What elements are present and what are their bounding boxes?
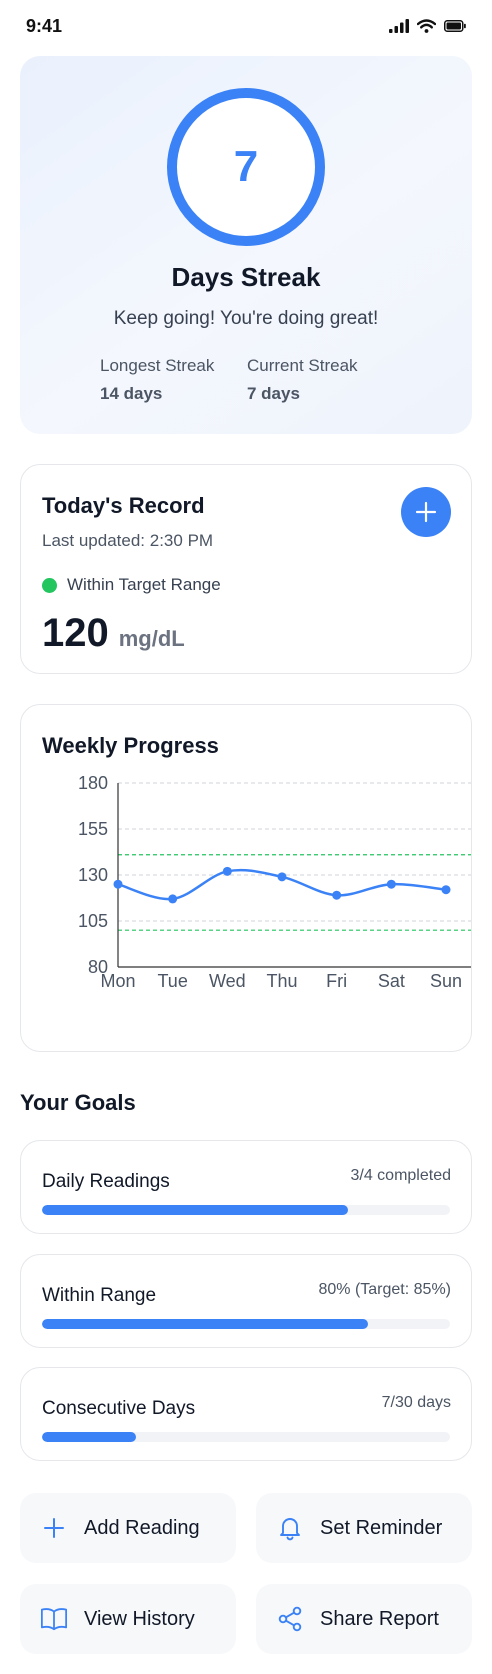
y-tick-label: 155: [78, 819, 108, 839]
longest-streak: Longest Streak 14 days: [100, 356, 214, 404]
bell-icon: [276, 1514, 304, 1542]
goal-title: Consecutive Days: [42, 1398, 196, 1419]
x-tick-label: Sun: [430, 971, 462, 991]
view-history-label: View History: [84, 1607, 195, 1630]
share-report-button[interactable]: Share Report: [256, 1584, 472, 1654]
current-streak: Current Streak 7 days: [247, 356, 358, 404]
status-time: 9:41: [26, 16, 63, 36]
share-icon: [276, 1605, 304, 1633]
current-streak-value: 7 days: [247, 384, 300, 403]
goal-meta: 3/4 completed: [350, 1167, 451, 1184]
set-reminder-label: Set Reminder: [320, 1516, 443, 1539]
data-point: [277, 872, 287, 882]
data-point: [113, 879, 123, 889]
book-icon: [40, 1605, 68, 1633]
add-reading-button[interactable]: Add Reading: [20, 1493, 236, 1563]
current-streak-label: Current Streak: [247, 356, 358, 375]
goal-progress-track: [42, 1319, 450, 1329]
view-history-button[interactable]: View History: [20, 1584, 236, 1654]
goal-progress-fill: [42, 1432, 136, 1442]
longest-streak-value: 14 days: [100, 384, 163, 403]
goal-progress-track: [42, 1205, 450, 1215]
goals-heading: Your Goals: [20, 1090, 136, 1115]
share-report-label: Share Report: [320, 1607, 439, 1630]
goal-within-range: Within Range 80% (Target: 85%): [20, 1254, 472, 1348]
wifi-icon: [417, 19, 436, 33]
plus-icon: [415, 501, 437, 523]
streak-title: Days Streak: [171, 262, 321, 292]
goal-progress-fill: [42, 1319, 369, 1329]
goal-consecutive-days: Consecutive Days 7/30 days: [20, 1367, 472, 1461]
x-tick-label: Wed: [209, 971, 246, 991]
streak-subtitle: Keep going! You're doing great!: [113, 308, 379, 329]
set-reminder-button[interactable]: Set Reminder: [256, 1493, 472, 1563]
x-tick-label: Tue: [157, 971, 187, 991]
signal-icon: [389, 19, 409, 33]
plus-icon: [40, 1514, 68, 1542]
record-status: Within Target Range: [42, 575, 221, 595]
data-point: [168, 894, 178, 904]
streak-count: 7: [233, 142, 259, 191]
x-tick-label: Fri: [326, 971, 347, 991]
status-dot-icon: [42, 577, 57, 593]
goal-progress-track: [42, 1432, 450, 1442]
goal-meta: 80% (Target: 85%): [318, 1281, 451, 1298]
y-tick-label: 180: [78, 773, 108, 793]
record-value-number: 120: [42, 611, 109, 655]
weekly-progress-card: Weekly Progress 180 155 130 105 80 Mon Tue Wed T…: [20, 704, 472, 1052]
add-reading-label: Add Reading: [84, 1516, 200, 1539]
data-point: [441, 885, 451, 895]
status-bar: 9:41: [0, 0, 492, 54]
record-last-updated: Last updated: 2:30 PM: [42, 531, 214, 550]
streak-card: 7 Days Streak Keep going! You're doing g…: [20, 56, 472, 434]
record-value-unit: mg/dL: [118, 626, 185, 651]
goal-meta: 7/30 days: [381, 1394, 451, 1411]
weekly-progress-title: Weekly Progress: [42, 733, 219, 758]
record-status-label: Within Target Range: [67, 575, 221, 594]
y-tick-label: 105: [78, 911, 108, 931]
battery-icon: [444, 20, 466, 32]
goal-title: Within Range: [42, 1285, 157, 1306]
y-tick-label: 80: [88, 957, 108, 977]
goal-title: Daily Readings: [42, 1171, 170, 1192]
data-point: [222, 866, 232, 876]
todays-record-card: Today's Record Last updated: 2:30 PM Wit…: [20, 464, 472, 674]
record-title: Today's Record: [42, 493, 205, 518]
status-icons: [389, 19, 466, 33]
goal-progress-fill: [42, 1205, 348, 1215]
x-tick-label: Mon: [100, 971, 135, 991]
x-tick-label: Thu: [266, 971, 297, 991]
y-tick-label: 130: [78, 865, 108, 885]
add-record-button[interactable]: [401, 487, 451, 537]
x-tick-label: Sat: [378, 971, 405, 991]
record-value: 120 mg/dL: [42, 611, 185, 656]
data-point: [386, 879, 396, 889]
streak-ring: [167, 88, 325, 246]
goal-daily-readings: Daily Readings 3/4 completed: [20, 1140, 472, 1234]
data-point: [332, 890, 342, 900]
longest-streak-label: Longest Streak: [100, 356, 215, 375]
